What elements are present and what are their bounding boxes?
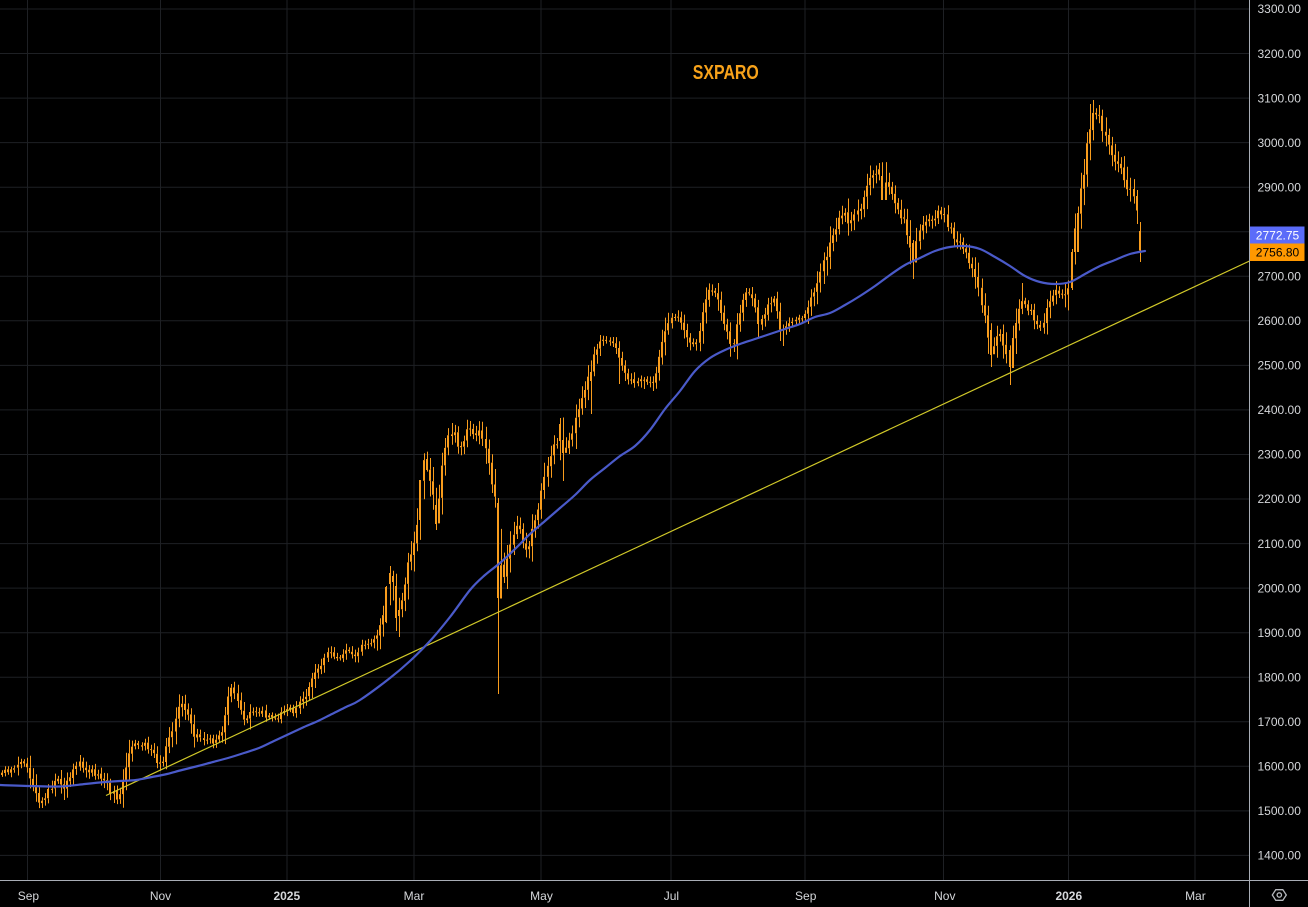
- svg-text:2700.00: 2700.00: [1258, 270, 1302, 284]
- svg-text:Jul: Jul: [664, 889, 679, 903]
- svg-text:Mar: Mar: [404, 889, 425, 903]
- svg-text:2772.75: 2772.75: [1256, 228, 1300, 242]
- svg-text:1700.00: 1700.00: [1258, 715, 1302, 729]
- svg-text:1500.00: 1500.00: [1258, 804, 1302, 818]
- svg-text:1600.00: 1600.00: [1258, 760, 1302, 774]
- svg-text:3200.00: 3200.00: [1258, 47, 1302, 61]
- svg-text:May: May: [530, 889, 553, 903]
- svg-text:1900.00: 1900.00: [1258, 626, 1302, 640]
- svg-text:2000.00: 2000.00: [1258, 581, 1302, 595]
- svg-text:2026: 2026: [1055, 889, 1082, 903]
- svg-text:2900.00: 2900.00: [1258, 180, 1302, 194]
- svg-text:2200.00: 2200.00: [1258, 492, 1302, 506]
- svg-text:3000.00: 3000.00: [1258, 136, 1302, 150]
- svg-text:2100.00: 2100.00: [1258, 537, 1302, 551]
- svg-text:Sep: Sep: [795, 889, 817, 903]
- svg-text:SXPARO: SXPARO: [693, 61, 759, 84]
- svg-text:2500.00: 2500.00: [1258, 359, 1302, 373]
- svg-text:3300.00: 3300.00: [1258, 2, 1302, 16]
- svg-text:2300.00: 2300.00: [1258, 448, 1302, 462]
- svg-text:2756.80: 2756.80: [1256, 246, 1300, 260]
- svg-text:2400.00: 2400.00: [1258, 403, 1302, 417]
- svg-text:1800.00: 1800.00: [1258, 671, 1302, 685]
- svg-text:1400.00: 1400.00: [1258, 849, 1302, 863]
- svg-text:Nov: Nov: [934, 889, 955, 903]
- svg-text:2600.00: 2600.00: [1258, 314, 1302, 328]
- svg-text:Mar: Mar: [1185, 889, 1206, 903]
- svg-text:3100.00: 3100.00: [1258, 91, 1302, 105]
- svg-text:2025: 2025: [273, 889, 300, 903]
- svg-text:Nov: Nov: [150, 889, 171, 903]
- svg-text:Sep: Sep: [18, 889, 40, 903]
